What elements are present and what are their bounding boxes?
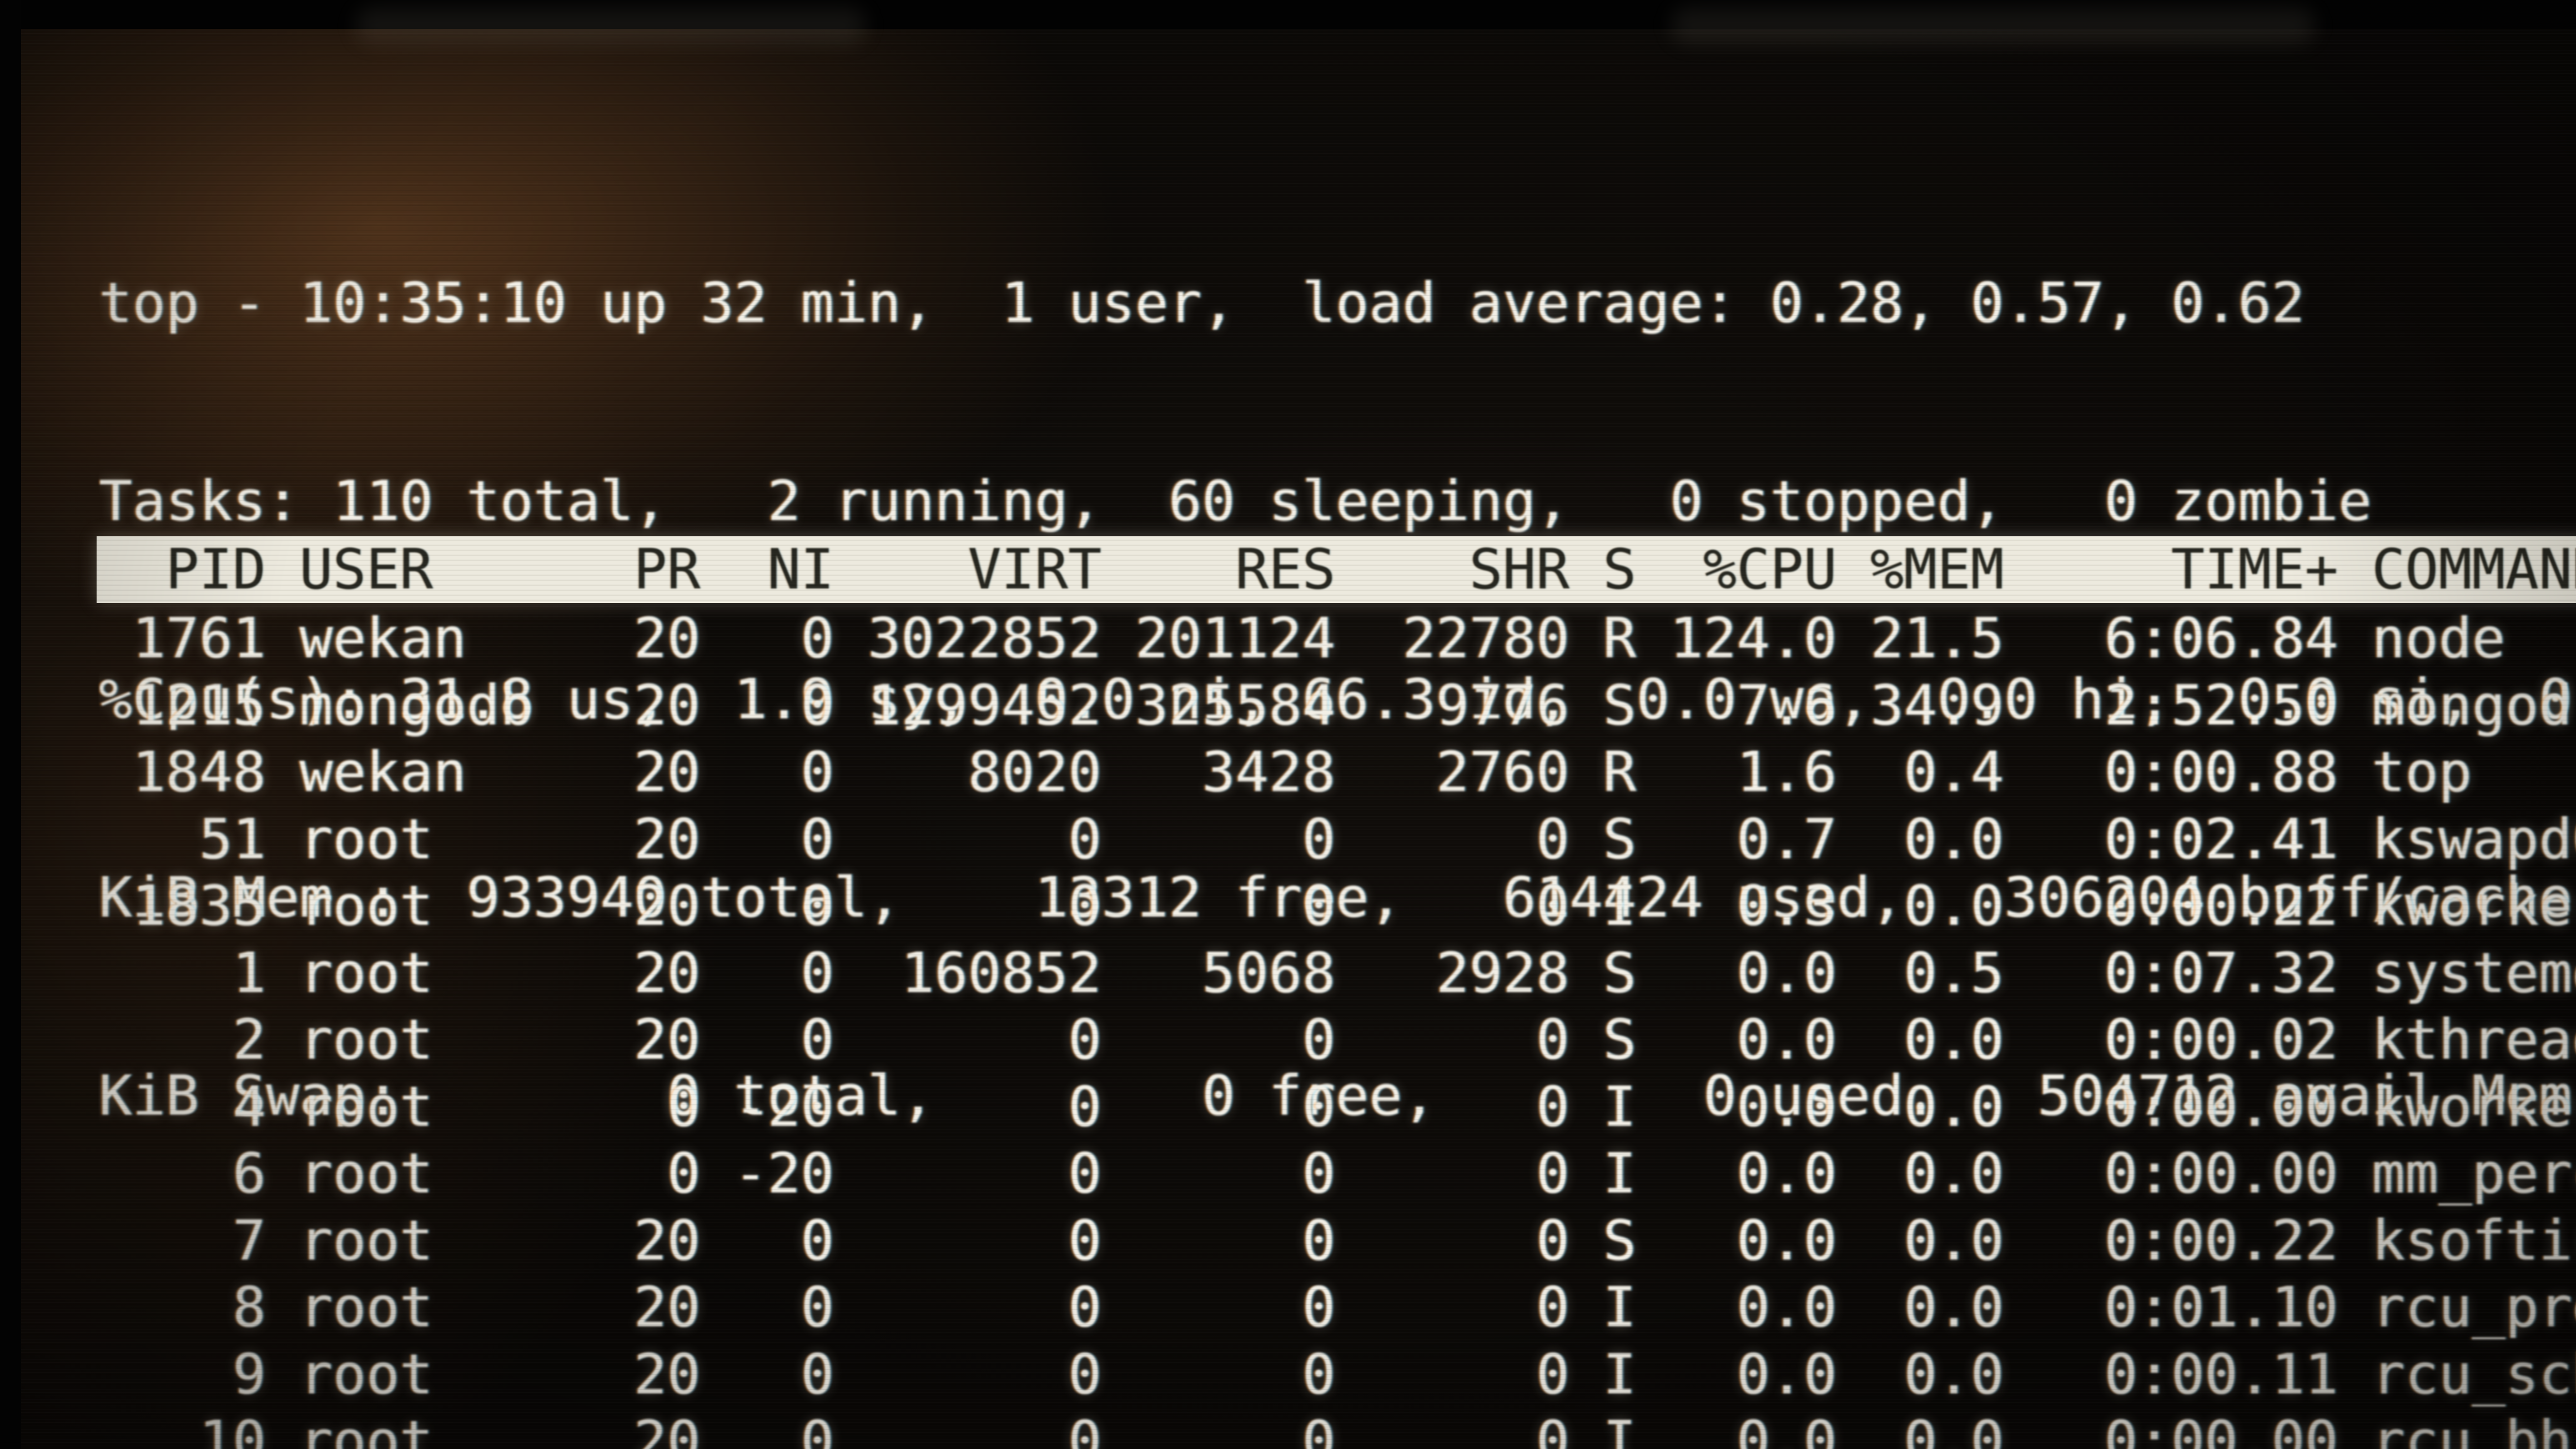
process-table: 1761 wekan 20 0 3022852 201124 22780 R 1… — [99, 605, 2576, 1449]
top-summary-block: top - 10:35:10 up 32 min, 1 user, load a… — [99, 138, 2576, 1261]
light-reflection — [355, 8, 866, 43]
cpu-line: %Cpu(s): 31.8 us, 1.9 sy, 0.0 ni, 66.3 i… — [99, 667, 2576, 732]
process-row: 1761 wekan 20 0 3022852 201124 22780 R 1… — [99, 606, 2505, 671]
table-header-row: PID USER PR NI VIRT RES SHR S %CPU %MEM … — [99, 537, 2576, 602]
process-row: 6 root 0 -20 0 0 0 I 0.0 0.0 0:00.00 mm_… — [99, 1141, 2576, 1206]
process-row: 51 root 20 0 0 0 0 S 0.7 0.0 0:02.41 ksw… — [99, 806, 2576, 872]
process-row: 1 root 20 0 160852 5068 2928 S 0.0 0.5 0… — [99, 940, 2576, 1005]
bezel-left — [0, 0, 21, 1449]
tasks-line: Tasks: 110 total, 2 running, 60 sleeping… — [99, 469, 2372, 534]
mem-line: KiB Mem : 933940 total, 13312 free, 6144… — [99, 865, 2573, 930]
terminal-screen[interactable]: top - 10:35:10 up 32 min, 1 user, load a… — [21, 28, 2576, 1449]
process-row: 1848 wekan 20 0 8020 3428 2760 R 1.6 0.4… — [99, 739, 2472, 804]
process-row: 10 root 20 0 0 0 0 I 0.0 0.0 0:00.00 rcu… — [99, 1408, 2573, 1449]
process-row: 8 root 20 0 0 0 0 I 0.0 0.0 0:01.10 rcu_… — [99, 1275, 2576, 1340]
bezel-top — [0, 0, 2576, 29]
process-row: 4 root 0 -20 0 0 0 I 0.0 0.0 0:00.00 kwo… — [99, 1074, 2576, 1139]
uptime-line: top - 10:35:10 up 32 min, 1 user, load a… — [99, 270, 2305, 335]
table-header-bar: PID USER PR NI VIRT RES SHR S %CPU %MEM … — [97, 536, 2576, 603]
process-row: 9 root 20 0 0 0 0 I 0.0 0.0 0:00.11 rcu_… — [99, 1341, 2576, 1407]
swap-line: KiB Swap: 0 total, 0 free, 0 used. 50471… — [99, 1063, 2573, 1128]
process-row: 2 root 20 0 0 0 0 S 0.0 0.0 0:00.02 kthr… — [99, 1007, 2576, 1072]
process-row: 7 root 20 0 0 0 0 S 0.0 0.0 0:00.22 ksof… — [99, 1208, 2576, 1273]
process-row: 1835 root 20 0 0 0 0 I 0.3 0.0 0:00.22 k… — [99, 873, 2576, 938]
process-row: 1215 mongodb 20 0 1299452 325584 9776 S … — [99, 672, 2573, 738]
light-reflection — [1671, 8, 2315, 43]
